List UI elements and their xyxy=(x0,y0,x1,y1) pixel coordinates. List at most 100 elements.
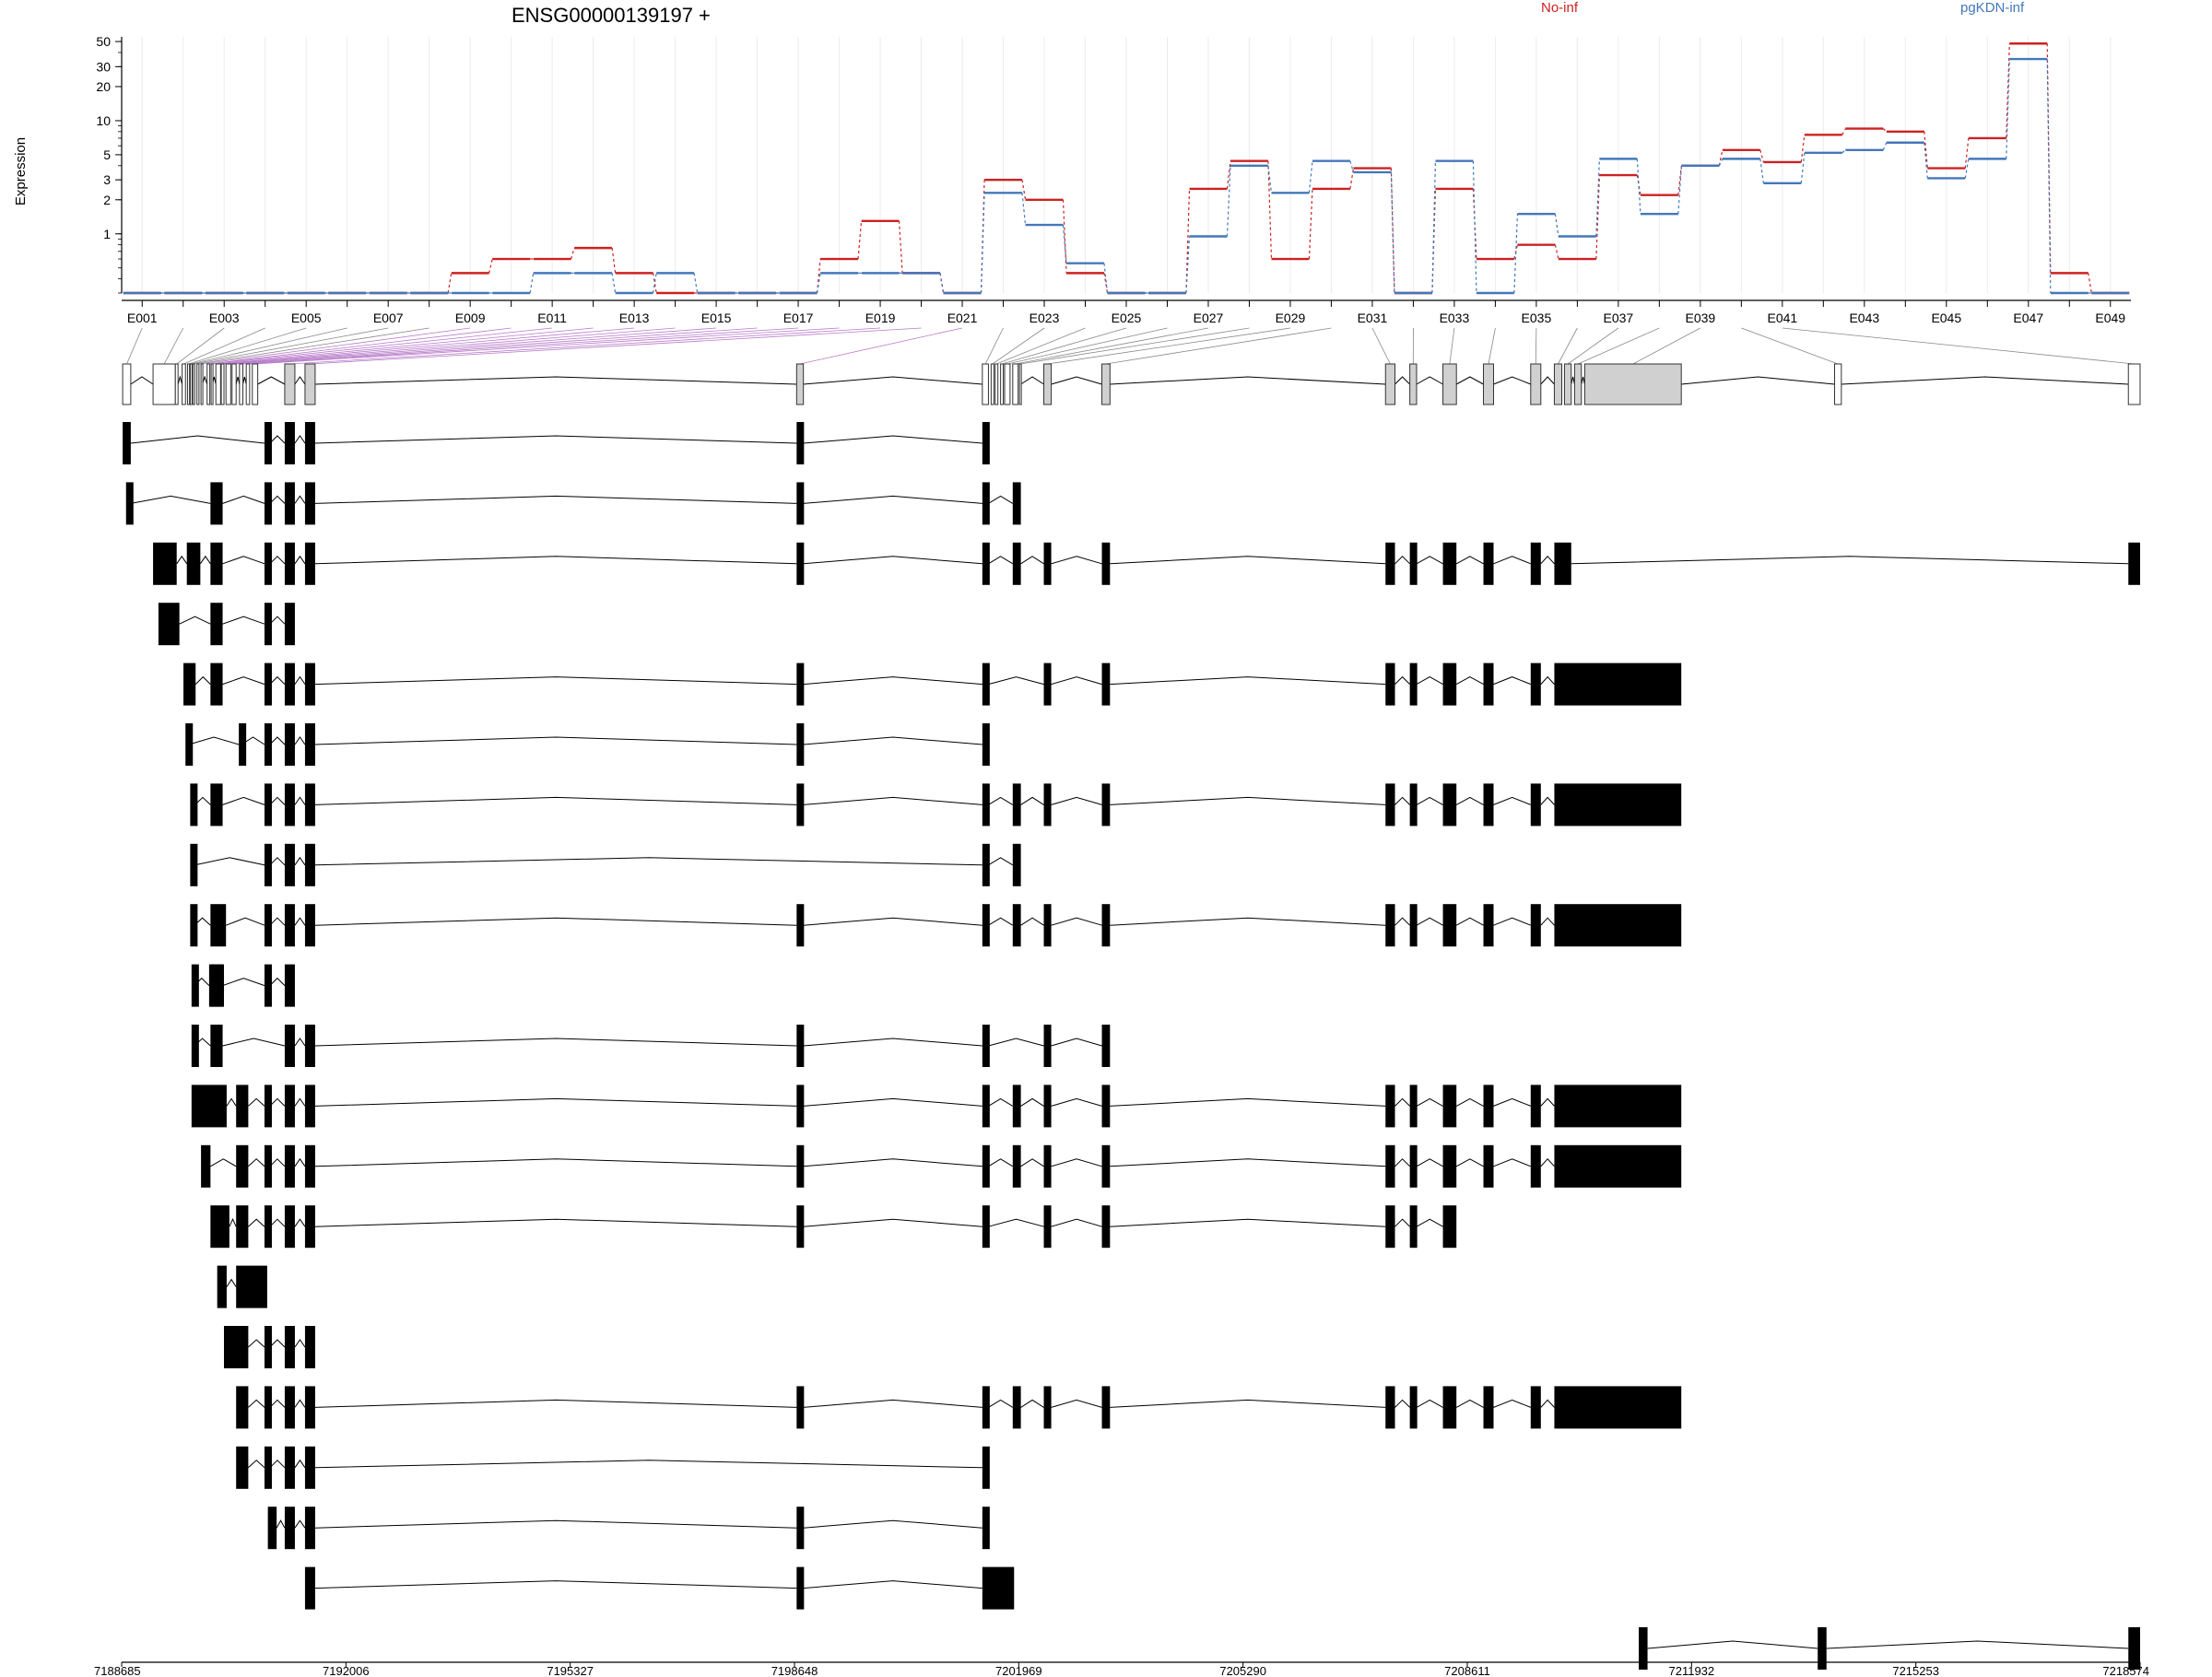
transcript-intron xyxy=(229,1217,237,1227)
transcript-exon xyxy=(284,1446,295,1489)
transcript-intron xyxy=(222,1038,286,1047)
transcript-exon xyxy=(796,1386,805,1429)
genomic-tick-label-7208611: 7208611 xyxy=(1444,1664,1490,1677)
transcript-exon xyxy=(304,1507,315,1550)
gene-model-exon xyxy=(1043,363,1053,405)
connector-E041 xyxy=(1782,327,2135,365)
series-connector xyxy=(1103,273,1109,294)
transcript-intron xyxy=(1020,1399,1044,1408)
transcript-exon xyxy=(1442,542,1457,585)
x-tick-label-E005: E005 xyxy=(291,311,322,325)
transcript-intron xyxy=(294,435,306,444)
y-tick-label-2: 2 xyxy=(103,193,111,207)
transcript-exon xyxy=(1554,1085,1682,1128)
x-tick-label-E019: E019 xyxy=(865,311,896,325)
series-connector xyxy=(1718,158,1724,167)
series-connector xyxy=(1882,128,1888,133)
transcript-exon xyxy=(1483,783,1494,827)
transcript-intron xyxy=(314,676,797,686)
transcript-exon xyxy=(284,1025,295,1067)
transcript-exon xyxy=(796,422,805,464)
transcript-intron xyxy=(1493,796,1531,805)
transcript-intron xyxy=(1455,1399,1484,1408)
x-tick-label-E007: E007 xyxy=(373,311,404,325)
series-connector xyxy=(1390,168,1395,294)
gene-model-intron xyxy=(130,376,154,385)
transcript-exon xyxy=(1483,1386,1494,1429)
transcript-exon xyxy=(1101,1144,1111,1188)
y-tick-label-1: 1 xyxy=(103,227,111,241)
transcript-intron xyxy=(314,1399,797,1408)
transcript-intron xyxy=(1051,1158,1102,1167)
transcript-exon xyxy=(982,843,990,886)
transcript-exon xyxy=(1442,1085,1457,1128)
series-connector xyxy=(529,273,535,294)
connector-E009 xyxy=(201,327,471,365)
series-connector xyxy=(1841,149,1846,154)
transcript-intron xyxy=(988,1038,1044,1047)
gene-model-exon xyxy=(2127,363,2141,405)
series-connector xyxy=(1349,160,1355,173)
genomic-tick-label-7188685: 7188685 xyxy=(94,1664,141,1677)
series-connector xyxy=(1062,224,1067,264)
x-tick-label-E027: E027 xyxy=(1194,311,1224,325)
transcript-intron xyxy=(1110,1097,1386,1107)
transcript-exon xyxy=(264,1144,272,1188)
transcript-intron xyxy=(1826,1640,2129,1649)
transcript-exon xyxy=(1554,663,1682,706)
transcript-intron xyxy=(130,495,211,504)
transcript-exon xyxy=(236,1144,249,1188)
transcript-exon xyxy=(304,1025,315,1067)
connector-E013 xyxy=(222,327,635,365)
transcript-exon xyxy=(982,723,990,766)
transcript-exon xyxy=(1442,1386,1457,1429)
transcript-exon xyxy=(284,964,295,1007)
transcript-intron xyxy=(1416,1097,1443,1107)
transcript-exon xyxy=(1554,783,1682,827)
gene-model-exon xyxy=(1573,363,1583,405)
transcript-exon xyxy=(1818,1627,1827,1670)
series-connector xyxy=(1924,131,1928,169)
transcript-exon xyxy=(982,1446,990,1489)
transcript-intron xyxy=(130,435,265,444)
connector-E037 xyxy=(1567,327,1619,365)
genomic-tick-label-7201969: 7201969 xyxy=(995,1664,1042,1677)
connector-E035 xyxy=(1535,327,1537,365)
transcript-intron xyxy=(269,616,286,625)
transcript-exon xyxy=(264,843,272,886)
transcript-exon xyxy=(982,1085,990,1128)
series-connector xyxy=(652,273,657,294)
series-connector xyxy=(611,273,617,294)
gene-model-exon xyxy=(1834,363,1842,405)
series-connector xyxy=(693,273,699,294)
transcript-exon xyxy=(264,1085,272,1128)
transcript-8 xyxy=(190,843,1021,886)
transcript-exon xyxy=(1385,1144,1395,1188)
transcript-intron xyxy=(1110,676,1386,686)
connector-E030 xyxy=(1105,327,1332,365)
transcript-exon xyxy=(304,1085,315,1128)
connector-E038 xyxy=(1577,327,1660,365)
transcript-exon xyxy=(210,904,227,947)
transcript-exon xyxy=(264,482,272,525)
transcript-intron xyxy=(1540,1097,1555,1107)
transcript-exon xyxy=(284,422,295,464)
transcript-exon xyxy=(1385,663,1395,706)
transcript-intron xyxy=(294,796,306,805)
gene-model-exon xyxy=(196,363,200,405)
gene-model-exon xyxy=(245,363,251,405)
connector-E031 xyxy=(1371,327,1391,365)
gene-model-exon xyxy=(982,363,989,405)
x-tick-label-E017: E017 xyxy=(783,311,814,325)
transcript-intron xyxy=(803,736,982,745)
series-connector xyxy=(857,220,863,260)
transcript-12 xyxy=(191,1085,1682,1128)
transcript-intron xyxy=(1394,1218,1410,1227)
connector-E015 xyxy=(233,327,717,365)
transcript-exon xyxy=(1442,1144,1457,1188)
transcript-intron xyxy=(222,796,265,805)
gene-model-intron xyxy=(242,376,247,385)
transcript-exon xyxy=(1530,1144,1541,1188)
x-tick-label-E039: E039 xyxy=(1686,311,1716,325)
transcript-exon xyxy=(304,723,315,766)
